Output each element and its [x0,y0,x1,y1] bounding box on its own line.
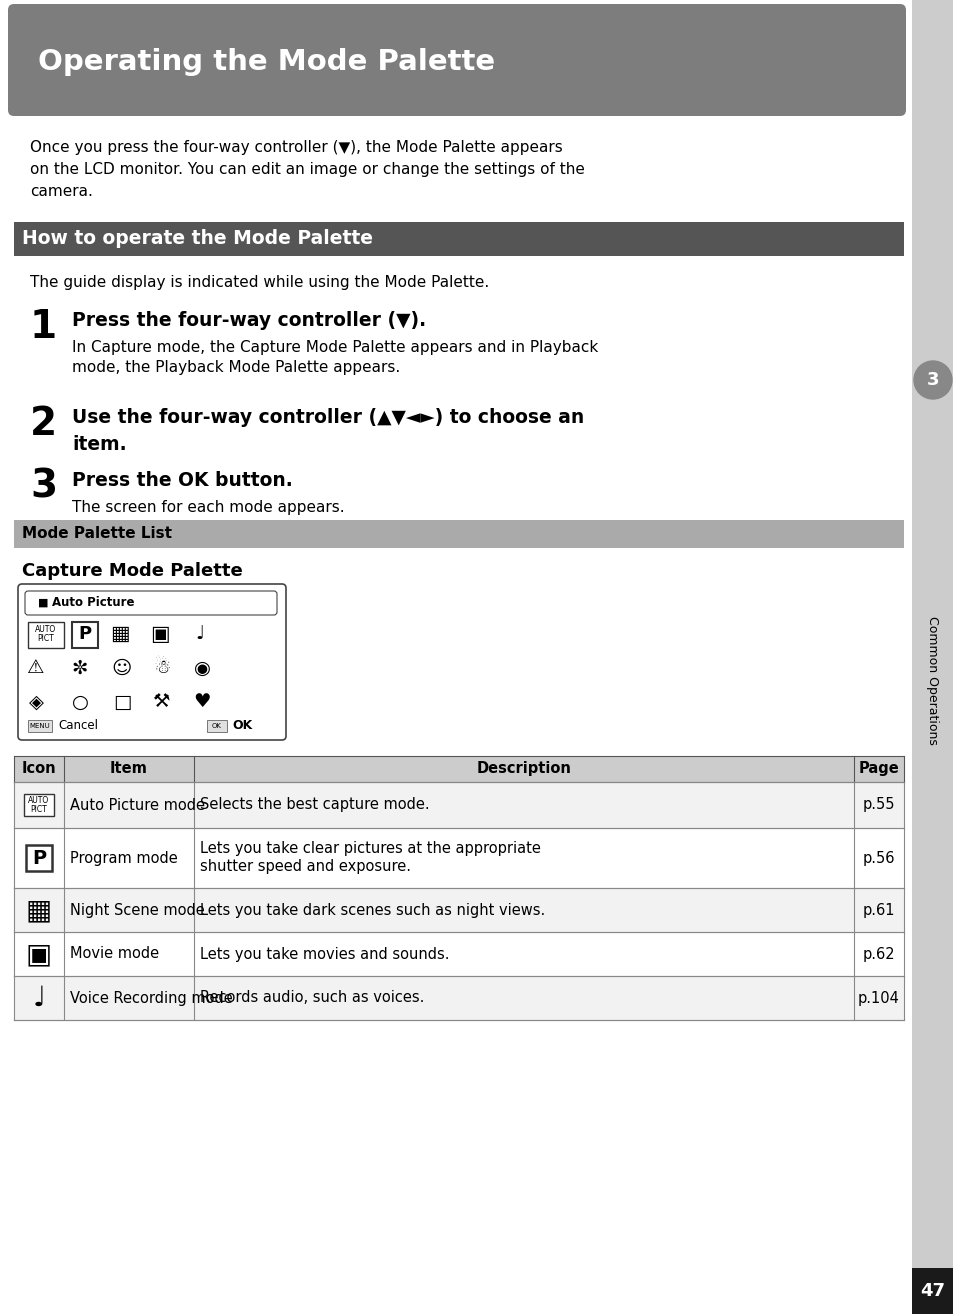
Text: In Capture mode, the Capture Mode Palette appears and in Playback: In Capture mode, the Capture Mode Palett… [71,340,598,355]
Text: p.55: p.55 [862,798,894,812]
Text: AUTO
PICT: AUTO PICT [35,624,56,644]
Text: p.104: p.104 [857,991,899,1005]
Bar [14,782,903,828]
Text: The screen for each mode appears.: The screen for each mode appears. [71,501,344,515]
Bar [26,845,52,871]
Text: Lets you take dark scenes such as night views.: Lets you take dark scenes such as night … [200,903,545,917]
Text: 1: 1 [30,307,57,346]
Text: Page: Page [858,762,899,777]
Bar [28,720,52,732]
Text: 2: 2 [30,405,57,443]
Text: Icon: Icon [22,762,56,777]
Text: Description: Description [476,762,571,777]
Text: ♩: ♩ [195,624,204,644]
Bar [71,622,98,648]
Text: P: P [31,849,46,867]
Text: Once you press the four-way controller (▼), the Mode Palette appears: Once you press the four-way controller (… [30,141,562,155]
Text: Voice Recording mode: Voice Recording mode [70,991,233,1005]
Text: ▦: ▦ [110,624,130,644]
Text: P: P [78,625,91,643]
FancyBboxPatch shape [25,591,276,615]
Text: Cancel: Cancel [58,720,98,732]
Text: ☺: ☺ [112,658,132,678]
Text: Use the four-way controller (▲▼◄►) to choose an: Use the four-way controller (▲▼◄►) to ch… [71,409,583,427]
Text: p.61: p.61 [862,903,894,917]
Text: Program mode: Program mode [70,850,177,866]
Text: mode, the Playback Mode Palette appears.: mode, the Playback Mode Palette appears. [71,360,400,374]
Text: Mode Palette List: Mode Palette List [22,527,172,541]
Text: Night Scene mode: Night Scene mode [70,903,205,917]
Text: OK: OK [232,720,252,732]
Text: ◉: ◉ [193,658,211,678]
Text: 3: 3 [925,371,939,389]
Bar [14,222,903,256]
Text: □: □ [112,692,132,711]
Bar [28,622,64,648]
Bar [14,932,903,976]
Text: 3: 3 [30,468,57,506]
Text: Press the four-way controller (▼).: Press the four-way controller (▼). [71,311,426,330]
Text: Movie mode: Movie mode [70,946,159,962]
Text: Item: Item [110,762,148,777]
Text: Lets you take movies and sounds.: Lets you take movies and sounds. [200,946,449,962]
Text: Auto Picture: Auto Picture [52,597,134,610]
Text: Press the OK button.: Press the OK button. [71,470,293,490]
Text: ⚒: ⚒ [153,692,171,711]
Text: ▦: ▦ [26,896,52,924]
Circle shape [913,361,951,399]
Text: The guide display is indicated while using the Mode Palette.: The guide display is indicated while usi… [30,275,489,290]
Text: Selects the best capture mode.: Selects the best capture mode. [200,798,429,812]
Text: MENU: MENU [30,723,51,729]
FancyBboxPatch shape [18,583,286,740]
Bar [911,0,953,1314]
Text: ✼: ✼ [71,658,88,678]
Text: Common Operations: Common Operations [925,615,939,745]
Text: OK: OK [212,723,222,729]
Text: Auto Picture mode: Auto Picture mode [70,798,205,812]
Bar [14,976,903,1020]
Text: ☃: ☃ [153,658,171,678]
Bar [14,520,903,548]
Text: p.62: p.62 [862,946,894,962]
Text: shutter speed and exposure.: shutter speed and exposure. [200,859,411,875]
Text: ■: ■ [38,598,49,608]
Text: ◈: ◈ [29,692,44,711]
Text: AUTO
PICT: AUTO PICT [29,796,50,815]
Text: ○: ○ [71,692,89,711]
Text: 47: 47 [920,1282,944,1300]
Text: ♥: ♥ [193,692,211,711]
Text: Capture Mode Palette: Capture Mode Palette [22,562,242,579]
Text: ▣: ▣ [150,624,170,644]
Bar [14,888,903,932]
Text: p.56: p.56 [862,850,894,866]
Text: Lets you take clear pictures at the appropriate: Lets you take clear pictures at the appr… [200,841,540,857]
Text: ♩: ♩ [32,984,46,1012]
Bar [24,794,54,816]
Text: ▣: ▣ [26,940,52,968]
Text: ⚠: ⚠ [28,658,45,678]
Text: Records audio, such as voices.: Records audio, such as voices. [200,991,424,1005]
Bar [14,828,903,888]
Bar [207,720,227,732]
Text: on the LCD monitor. You can edit an image or change the settings of the: on the LCD monitor. You can edit an imag… [30,162,584,177]
Text: camera.: camera. [30,184,92,198]
Text: item.: item. [71,435,127,455]
FancyBboxPatch shape [8,4,905,116]
Bar [14,756,903,782]
Text: How to operate the Mode Palette: How to operate the Mode Palette [22,230,373,248]
Bar [911,1268,953,1314]
Text: Operating the Mode Palette: Operating the Mode Palette [38,49,495,76]
